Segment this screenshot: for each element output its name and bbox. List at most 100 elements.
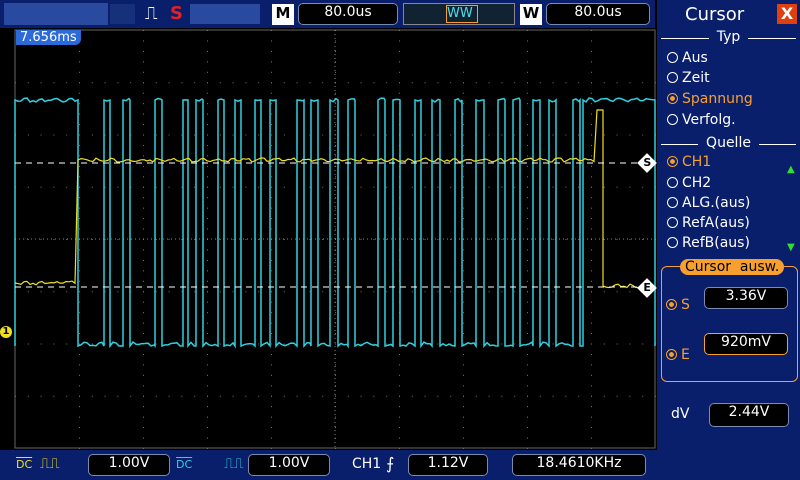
grid-dot	[207, 385, 208, 387]
grid-dot	[424, 186, 426, 188]
grid-dot	[591, 186, 592, 188]
grid-dot	[40, 395, 42, 397]
grid-dot	[271, 406, 272, 408]
grid-dot	[463, 155, 464, 157]
grid-dot	[565, 291, 567, 293]
grid-dot	[283, 395, 285, 397]
grid-dot	[335, 291, 336, 293]
grid-dot	[79, 71, 80, 73]
source-option[interactable]: RefB(aus)	[667, 235, 750, 251]
ch1-scale[interactable]: 1.00V	[88, 454, 170, 476]
ch2-trace	[14, 97, 656, 349]
grid-dot	[463, 134, 464, 136]
grid-dot	[527, 448, 528, 449]
grid-dot	[66, 395, 68, 397]
grid-dot	[450, 343, 452, 345]
grid-dot	[53, 82, 55, 84]
grid-dot	[501, 239, 503, 240]
grid-dot	[79, 176, 80, 178]
grid-dot	[66, 343, 68, 345]
grid-dot	[591, 270, 592, 272]
grid-dot	[514, 82, 516, 84]
grid-dot	[79, 427, 80, 429]
grid-dot	[143, 92, 144, 94]
grid-dot	[514, 291, 516, 293]
grid-dot	[411, 134, 413, 136]
trigger-level[interactable]: 1.12V	[408, 454, 488, 476]
scroll-down[interactable]: ▼	[787, 242, 795, 253]
grid-dot	[79, 134, 80, 136]
icon-group[interactable]	[4, 3, 108, 25]
grid-dot	[207, 374, 208, 376]
grid-dot	[143, 364, 144, 366]
grid-dot	[616, 186, 618, 188]
grid-dot	[168, 239, 170, 240]
source-option[interactable]: CH1	[667, 154, 711, 170]
grid-dot	[475, 82, 477, 84]
grid-dot	[463, 207, 464, 209]
grid-dot	[194, 239, 196, 240]
close-button[interactable]: X	[777, 4, 797, 24]
ch2-scale[interactable]: 1.00V	[248, 454, 330, 476]
type-option[interactable]: Verfolg.	[667, 112, 736, 128]
type-option[interactable]: Zeit	[667, 70, 710, 86]
select-section: Cursor ausw. S 3.36V E 920mV	[661, 259, 798, 382]
scroll-up[interactable]: ▲	[787, 164, 795, 175]
grid-dot	[591, 364, 592, 366]
grid-dot	[27, 82, 29, 84]
grid-dot	[399, 374, 400, 376]
grid-dot	[79, 385, 80, 387]
grid-dot	[27, 343, 29, 345]
grid-dot	[373, 186, 375, 188]
blank-icon	[110, 4, 135, 24]
grid-dot	[616, 291, 618, 293]
save-icons[interactable]	[190, 4, 260, 24]
source-option[interactable]: CH2	[667, 175, 711, 191]
grid-dot	[143, 406, 144, 408]
grid-dot	[181, 186, 183, 188]
type-option[interactable]: Spannung	[667, 91, 753, 107]
grid-dot	[296, 82, 298, 84]
grid-dot	[616, 239, 618, 240]
grid-dot	[143, 312, 144, 314]
grid-dot	[463, 364, 464, 366]
grid-dot	[168, 186, 170, 188]
grid-dot	[207, 353, 208, 355]
grid-dot	[399, 30, 400, 31]
grid-dot	[463, 61, 464, 63]
grid-dot	[258, 239, 260, 240]
grid-dot	[437, 134, 439, 136]
cursor-e-option[interactable]: E	[666, 347, 690, 363]
grid-dot	[207, 416, 208, 418]
grid-dot	[565, 395, 567, 397]
grid-dot	[527, 134, 528, 136]
grid-dot	[79, 291, 80, 293]
grid-dot	[271, 197, 272, 199]
grid-dot	[373, 291, 375, 293]
grid-dot	[117, 239, 119, 240]
grid-dot	[450, 291, 452, 293]
grid-dot	[347, 395, 349, 397]
source-option[interactable]: RefA(aus)	[667, 215, 750, 231]
grid-dot	[591, 322, 592, 324]
grid-dot	[527, 312, 528, 314]
type-option[interactable]: Aus	[667, 50, 708, 66]
grid-dot	[258, 134, 260, 136]
grid-dot	[527, 353, 528, 355]
grid-dot	[399, 437, 400, 439]
grid-dot	[79, 343, 80, 345]
grid-dot	[207, 155, 208, 157]
grid-dot	[488, 82, 490, 84]
source-option[interactable]: ALG.(aus)	[667, 195, 750, 211]
grid-dot	[463, 291, 464, 293]
grid-dot	[271, 30, 272, 31]
grid-dot	[232, 239, 234, 240]
grid-dot	[463, 176, 464, 178]
grid-dot	[207, 333, 208, 335]
grid-dot	[475, 395, 477, 397]
grid-dot	[79, 186, 80, 188]
cursor-s-option[interactable]: S	[666, 297, 690, 313]
grid-dot	[629, 82, 631, 84]
grid-dot	[130, 395, 132, 397]
grid-dot	[335, 186, 336, 188]
